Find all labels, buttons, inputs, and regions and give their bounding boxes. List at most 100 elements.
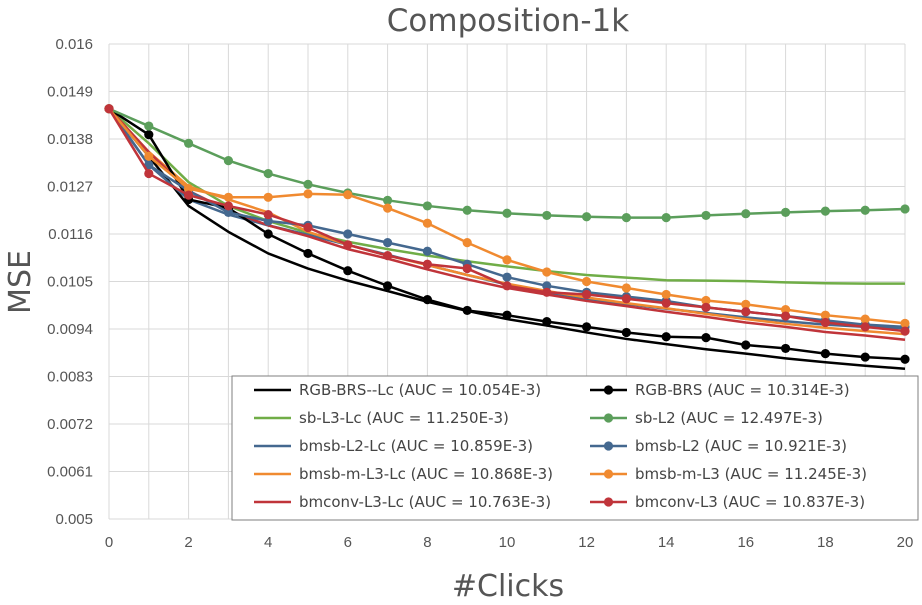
legend-label: bmsb-m-L3 (AUC = 11.245E-3) bbox=[635, 465, 867, 483]
data-point bbox=[263, 168, 273, 179]
data-point bbox=[582, 212, 592, 222]
x-tick-label: 18 bbox=[817, 534, 834, 551]
x-tick-label: 2 bbox=[184, 534, 192, 551]
legend-label: RGB-BRS (AUC = 10.314E-3) bbox=[635, 381, 850, 399]
data-point bbox=[741, 307, 751, 317]
data-point bbox=[661, 332, 671, 342]
x-tick-label: 0 bbox=[105, 534, 113, 551]
data-point bbox=[820, 317, 831, 328]
data-point bbox=[900, 318, 910, 328]
y-tick-label: 0.0149 bbox=[47, 84, 93, 101]
data-point bbox=[860, 322, 870, 332]
data-point bbox=[781, 343, 791, 354]
data-point bbox=[462, 305, 472, 316]
data-point bbox=[263, 216, 273, 226]
data-point bbox=[621, 294, 632, 304]
legend-label: sb-L3-Lc (AUC = 11.250E-3) bbox=[299, 409, 509, 427]
data-point bbox=[303, 222, 313, 233]
data-point bbox=[661, 289, 671, 300]
data-point bbox=[542, 210, 552, 221]
data-point bbox=[184, 190, 194, 200]
data-point bbox=[343, 229, 353, 239]
legend-marker bbox=[603, 497, 614, 507]
series-2 bbox=[108, 107, 905, 285]
legend-label: bmconv-L3-Lc (AUC = 10.763E-3) bbox=[299, 493, 551, 511]
data-point bbox=[144, 168, 154, 179]
data-point bbox=[900, 354, 910, 364]
x-tick-label: 6 bbox=[344, 534, 352, 551]
data-point bbox=[781, 207, 791, 218]
data-point bbox=[900, 204, 910, 214]
legend-marker bbox=[603, 441, 614, 451]
data-point bbox=[462, 205, 472, 215]
data-point bbox=[263, 229, 273, 239]
series-7 bbox=[104, 104, 910, 328]
data-point bbox=[621, 327, 632, 338]
data-point bbox=[701, 210, 711, 221]
series-line bbox=[108, 107, 905, 285]
x-tick-label: 12 bbox=[578, 534, 595, 551]
x-tick-label: 8 bbox=[423, 534, 431, 551]
legend-item: bmsb-L2-Lc (AUC = 10.859E-3) bbox=[254, 437, 533, 455]
data-point bbox=[383, 250, 393, 261]
data-point bbox=[223, 207, 233, 218]
data-point bbox=[144, 160, 154, 170]
y-tick-labels: 0.005 0.0061 0.0072 0.0083 0.0094 0.0105 0.011… bbox=[47, 36, 93, 528]
data-point bbox=[502, 255, 512, 265]
data-point bbox=[343, 266, 353, 276]
data-point bbox=[701, 302, 711, 313]
data-point bbox=[303, 248, 313, 259]
legend: RGB-BRS--Lc (AUC = 10.054E-3) RGB-BRS (AU… bbox=[231, 375, 919, 521]
data-point bbox=[462, 238, 472, 248]
legend-marker bbox=[603, 469, 614, 479]
data-point bbox=[502, 310, 512, 320]
series-9 bbox=[104, 104, 910, 336]
data-point bbox=[621, 283, 632, 293]
data-point bbox=[502, 272, 512, 282]
data-point bbox=[263, 192, 273, 202]
data-point bbox=[582, 289, 592, 300]
data-point bbox=[820, 310, 831, 320]
data-point bbox=[343, 190, 353, 200]
legend-item: bmsb-m-L3 (AUC = 11.245E-3) bbox=[590, 465, 867, 483]
legend-item: bmconv-L3 (AUC = 10.837E-3) bbox=[590, 493, 865, 511]
x-tick-labels: 0 2 4 6 8 10 12 14 16 18 20 bbox=[105, 534, 914, 551]
x-tick-label: 20 bbox=[897, 534, 914, 551]
data-point bbox=[223, 192, 233, 202]
data-point bbox=[144, 130, 154, 140]
data-point bbox=[781, 304, 791, 315]
data-point bbox=[104, 104, 114, 114]
data-point bbox=[582, 276, 592, 287]
y-axis-label: MSE bbox=[3, 250, 38, 314]
legend-label: bmconv-L3 (AUC = 10.837E-3) bbox=[635, 493, 865, 511]
data-point bbox=[582, 322, 592, 332]
x-tick-label: 16 bbox=[737, 534, 754, 551]
legend-item: bmsb-L2 (AUC = 10.921E-3) bbox=[590, 437, 847, 455]
legend-label: sb-L2 (AUC = 12.497E-3) bbox=[635, 409, 823, 427]
data-point bbox=[422, 295, 432, 305]
y-tick-label: 0.0116 bbox=[48, 226, 93, 243]
legend-item: sb-L3-Lc (AUC = 11.250E-3) bbox=[254, 409, 509, 427]
data-point bbox=[860, 205, 870, 215]
legend-label: RGB-BRS--Lc (AUC = 10.054E-3) bbox=[299, 381, 541, 399]
data-point bbox=[542, 281, 552, 291]
legend-marker bbox=[603, 413, 614, 423]
y-tick-label: 0.016 bbox=[55, 36, 93, 53]
data-point bbox=[621, 212, 632, 223]
data-point bbox=[860, 314, 870, 324]
data-point bbox=[422, 218, 432, 228]
x-tick-label: 10 bbox=[499, 534, 516, 551]
y-tick-label: 0.0127 bbox=[47, 179, 93, 196]
data-point bbox=[741, 209, 751, 219]
data-point bbox=[781, 311, 791, 321]
legend-label: bmsb-L2 (AUC = 10.921E-3) bbox=[635, 437, 847, 455]
legend-box bbox=[231, 375, 919, 521]
data-point bbox=[303, 189, 313, 199]
data-point bbox=[860, 352, 870, 362]
legend-item: RGB-BRS (AUC = 10.314E-3) bbox=[590, 381, 850, 399]
legend-item: RGB-BRS--Lc (AUC = 10.054E-3) bbox=[254, 381, 541, 399]
data-point bbox=[661, 212, 671, 223]
data-point bbox=[383, 203, 393, 213]
data-point bbox=[383, 238, 393, 248]
data-point bbox=[462, 263, 472, 274]
